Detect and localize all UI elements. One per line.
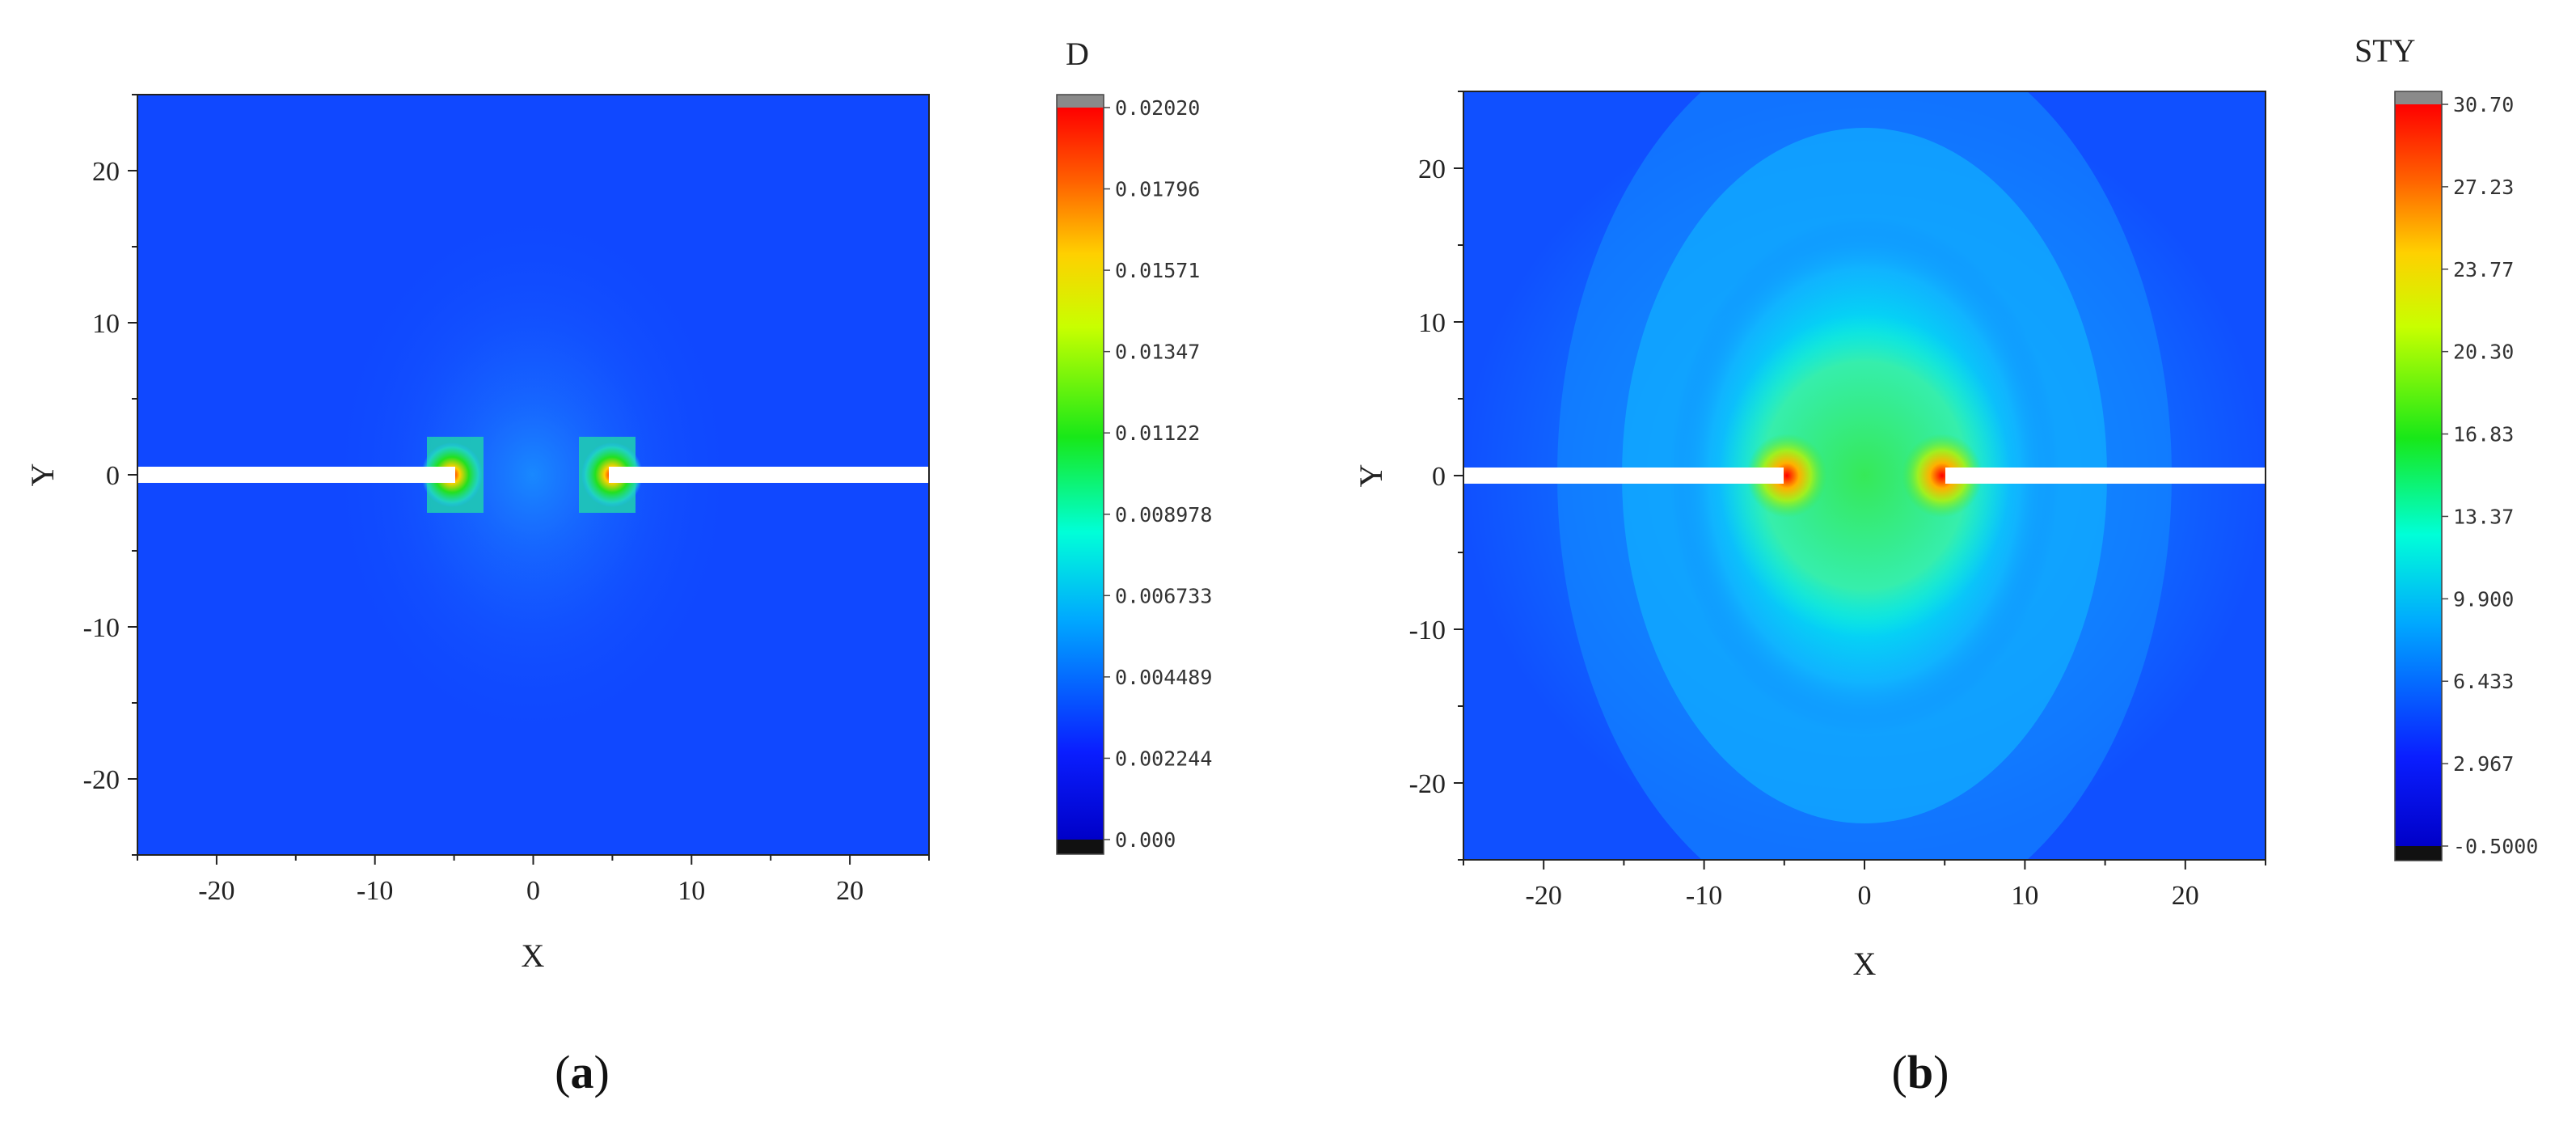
crack-left-a [137, 467, 455, 483]
crack-right-a [609, 467, 929, 483]
y-tick-label-b: -20 [1409, 769, 1446, 799]
colorbar-over-a [1057, 95, 1104, 108]
colorbar-tick-label-b: 6.433 [2453, 670, 2514, 693]
y-tick-label-b: 20 [1418, 154, 1446, 184]
colorbar-b [2395, 104, 2442, 846]
x-tick-label-a: -20 [198, 876, 234, 906]
colorbar-tick-label-a: 0.002244 [1115, 747, 1212, 770]
x-axis-title-b: X [1853, 946, 1877, 982]
y-tick-label-a: -10 [83, 613, 120, 643]
colorbar-over-b [2395, 91, 2442, 104]
x-tick-label-b: -20 [1526, 881, 1562, 911]
colorbar-tick-label-a: 0.02020 [1115, 96, 1200, 120]
x-tick-label-a: 20 [836, 876, 864, 906]
x-tick-label-b: 20 [2172, 881, 2199, 911]
y-tick-label-a: 20 [92, 157, 120, 187]
ticks-a: -20 -10 0 10 20 -20 -10 0 10 20 [83, 94, 930, 906]
colorbar-tick-label-a: 0.01571 [1115, 259, 1200, 282]
colorbar-tick-label-b: 16.83 [2453, 423, 2514, 446]
colorbar-tick-label-a: 0.004489 [1115, 666, 1212, 689]
colorbar-under-b [2395, 846, 2442, 861]
colorbar-ticks-b: 30.70 27.23 23.77 20.30 16.83 13.37 9.900 6.433… [2442, 93, 2538, 858]
x-tick-label-a: -10 [357, 876, 393, 906]
ticks-b: -20 -10 0 10 20 -20 -10 0 10 20 [1409, 91, 2266, 911]
crack-right-b [1945, 468, 2266, 484]
y-axis-title-a: Y [24, 463, 61, 487]
colorbar-tick-label-b: -0.5000 [2453, 835, 2538, 858]
panel-a: -20 -10 0 10 20 -20 -10 0 10 20 X Y D 0.02020 0.01… [24, 36, 1212, 1098]
colorbar-tick-label-b: 30.70 [2453, 93, 2514, 116]
colorbar-ticks-a: 0.02020 0.01796 0.01571 0.01347 0.01122 0.008… [1104, 96, 1212, 852]
colorbar-tick-label-a: 0.006733 [1115, 584, 1212, 607]
x-tick-label-b: 0 [1858, 881, 1872, 911]
colorbar-tick-label-b: 2.967 [2453, 752, 2514, 776]
y-axis-title-b: Y [1353, 464, 1389, 488]
colorbar-tick-label-a: 0.000 [1115, 828, 1176, 852]
colorbar-tick-label-b: 27.23 [2453, 176, 2514, 199]
panel-label-b: (b) [1892, 1046, 1949, 1098]
y-tick-label-b: 0 [1432, 462, 1446, 492]
y-tick-label-b: -10 [1409, 616, 1446, 645]
heatmap-field-a [137, 95, 929, 855]
colorbar-tick-label-b: 9.900 [2453, 587, 2514, 611]
x-tick-label-b: -10 [1686, 881, 1722, 911]
heatmap-field-b [1463, 91, 2266, 860]
colorbar-tick-label-b: 20.30 [2453, 341, 2514, 364]
y-tick-label-a: 10 [92, 309, 120, 339]
colorbar-under-a [1057, 840, 1104, 854]
x-axis-title-a: X [522, 937, 545, 974]
colorbar-tick-label-a: 0.01796 [1115, 178, 1200, 201]
x-tick-label-a: 0 [526, 876, 540, 906]
y-tick-label-b: 10 [1418, 308, 1446, 338]
y-tick-label-a: 0 [106, 461, 120, 491]
panel-label-a: (a) [555, 1046, 610, 1098]
y-tick-label-a: -20 [83, 765, 120, 795]
colorbar-a [1057, 108, 1104, 840]
colorbar-title-b: STY [2354, 32, 2416, 69]
colorbar-tick-label-a: 0.008978 [1115, 503, 1212, 527]
panel-b: -20 -10 0 10 20 -20 -10 0 10 20 X Y STY 30.70 27.2… [1353, 32, 2538, 1098]
crack-left-b [1463, 468, 1784, 484]
colorbar-tick-label-b: 13.37 [2453, 505, 2514, 528]
x-tick-label-b: 10 [2011, 881, 2038, 911]
colorbar-tick-label-a: 0.01122 [1115, 421, 1200, 445]
colorbar-tick-label-a: 0.01347 [1115, 341, 1200, 364]
colorbar-title-a: D [1066, 36, 1089, 72]
x-tick-label-a: 10 [678, 876, 705, 906]
colorbar-tick-label-b: 23.77 [2453, 258, 2514, 281]
